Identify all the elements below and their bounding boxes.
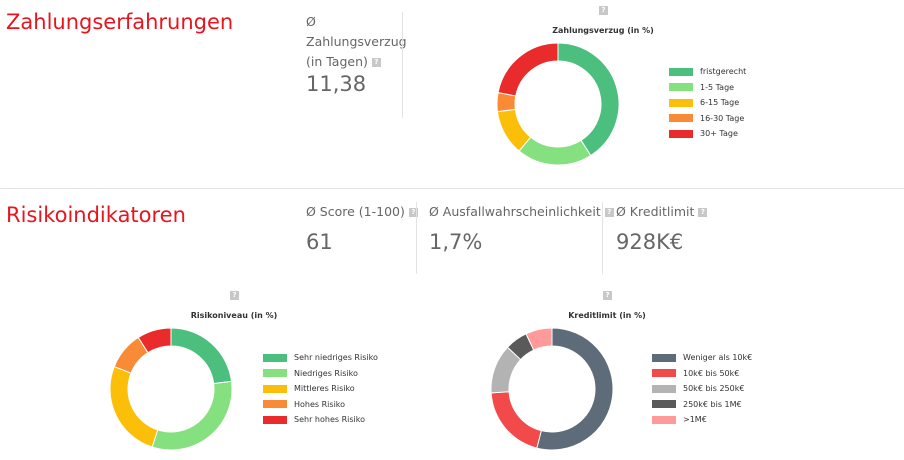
legend-swatch bbox=[263, 369, 287, 378]
kpi-label-payment-delay: Ø Zahlungsverzug (in Tagen)? bbox=[306, 12, 407, 72]
legend-swatch bbox=[669, 129, 693, 138]
legend-swatch bbox=[263, 400, 287, 409]
donut-slice-fristgerecht[interactable] bbox=[557, 42, 620, 157]
legend-item-sehr-niedriges-risiko[interactable]: Sehr niedriges Risiko bbox=[263, 350, 378, 366]
kpi-label-credit-limit: Ø Kreditlimit? bbox=[616, 202, 708, 222]
legend-label: Hohes Risiko bbox=[294, 399, 346, 409]
payment-delay-legend: fristgerecht 1-5 Tage 6-15 Tage 16-30 Tage 3… bbox=[669, 64, 746, 142]
legend-item-1-5-tage[interactable]: 1-5 Tage bbox=[669, 80, 746, 96]
legend-item-niedriges-risiko[interactable]: Niedriges Risiko bbox=[263, 366, 378, 382]
legend-item-10k-bis-50k[interactable]: 10k€ bis 50k€ bbox=[652, 366, 752, 382]
legend-item-50k-bis-250k[interactable]: 50k€ bis 250k€ bbox=[652, 381, 752, 397]
section-title-payment: Zahlungserfahrungen bbox=[6, 10, 234, 34]
donut-slice-30-tage[interactable] bbox=[497, 42, 559, 97]
legend-swatch bbox=[669, 67, 693, 76]
kpi-label-text: Ø Kreditlimit bbox=[616, 204, 695, 219]
legend-item-hohes-risiko[interactable]: Hohes Risiko bbox=[263, 397, 378, 413]
legend-item-30-tage[interactable]: 30+ Tage bbox=[669, 126, 746, 142]
credit-limit-legend: Weniger als 10k€ 10k€ bis 50k€ 50k€ bis 25… bbox=[652, 350, 752, 428]
help-icon[interactable]: ? bbox=[604, 208, 614, 217]
legend-swatch bbox=[652, 369, 676, 378]
chart-title-risk-level: Risikoniveau (in %) bbox=[190, 311, 278, 320]
legend-item-6-15-tage[interactable]: 6-15 Tage bbox=[669, 95, 746, 111]
help-icon[interactable]: ? bbox=[408, 208, 418, 217]
legend-label: 16-30 Tage bbox=[700, 113, 745, 123]
risk-level-legend: Sehr niedriges Risiko Niedriges Risiko Mit… bbox=[263, 350, 378, 428]
help-icon[interactable]: ? bbox=[371, 58, 381, 67]
legend-swatch bbox=[652, 400, 676, 409]
legend-item-1m[interactable]: >1M€ bbox=[652, 412, 752, 428]
kpi-value-default-probability: 1,7% bbox=[429, 230, 483, 254]
legend-swatch bbox=[652, 415, 676, 424]
legend-item-fristgerecht[interactable]: fristgerecht bbox=[669, 64, 746, 80]
divider bbox=[416, 202, 417, 274]
chart-title-payment-delay: Zahlungsverzug (in %) bbox=[552, 26, 654, 35]
legend-label: fristgerecht bbox=[700, 67, 747, 77]
donut-slice-1-5-tage[interactable] bbox=[518, 136, 592, 166]
kpi-value-payment-delay: 11,38 bbox=[306, 72, 367, 96]
legend-swatch bbox=[263, 415, 287, 424]
section-divider bbox=[0, 188, 904, 189]
kpi-label-line: Ø bbox=[306, 14, 316, 29]
kpi-label-default-probability: Ø Ausfallwahrscheinlichkeit? bbox=[429, 202, 614, 222]
legend-label: 50k€ bis 250k€ bbox=[683, 384, 745, 394]
legend-label: Sehr hohes Risiko bbox=[294, 415, 365, 425]
chart-title-credit-limit: Kreditlimit (in %) bbox=[568, 311, 646, 320]
donut-slice-1m[interactable] bbox=[525, 327, 553, 351]
legend-label: 30+ Tage bbox=[700, 129, 738, 139]
legend-label: Niedriges Risiko bbox=[294, 368, 358, 378]
donut-slice-sehr-hohes-risiko[interactable] bbox=[137, 327, 172, 354]
donut-slice-sehr-niedriges-risiko[interactable] bbox=[170, 327, 233, 385]
legend-swatch bbox=[669, 114, 693, 123]
kpi-label-text: Ø Score (1-100) bbox=[306, 204, 405, 219]
legend-swatch bbox=[652, 353, 676, 362]
kpi-label-text: Ø Ausfallwahrscheinlichkeit bbox=[429, 204, 601, 219]
donut-slice-10k-bis-50k[interactable] bbox=[490, 391, 542, 449]
legend-label: Mittleres Risiko bbox=[294, 384, 355, 394]
legend-label: 6-15 Tage bbox=[700, 98, 740, 108]
legend-swatch bbox=[669, 83, 693, 92]
payment-delay-donut-chart bbox=[496, 42, 620, 166]
legend-item-mittleres-risiko[interactable]: Mittleres Risiko bbox=[263, 381, 378, 397]
kpi-label-score: Ø Score (1-100)? bbox=[306, 202, 418, 222]
legend-item-250k-bis-1m[interactable]: 250k€ bis 1M€ bbox=[652, 397, 752, 413]
section-title-risk: Risikoindikatoren bbox=[6, 203, 186, 227]
kpi-label-line: (in Tagen) bbox=[306, 54, 368, 69]
legend-swatch bbox=[669, 98, 693, 107]
donut-slice-weniger-als-10k[interactable] bbox=[536, 327, 614, 451]
credit-limit-donut-chart bbox=[490, 327, 614, 451]
donut-slice-niedriges-risiko[interactable] bbox=[151, 380, 233, 451]
risk-level-donut-chart bbox=[109, 327, 233, 451]
legend-label: 1-5 Tage bbox=[700, 82, 735, 92]
legend-label: Weniger als 10k€ bbox=[683, 353, 753, 363]
legend-label: 250k€ bis 1M€ bbox=[683, 399, 742, 409]
legend-item-sehr-hohes-risiko[interactable]: Sehr hohes Risiko bbox=[263, 412, 378, 428]
kpi-label-line: Zahlungsverzug bbox=[306, 34, 407, 49]
help-icon[interactable]: ? bbox=[698, 208, 708, 217]
legend-swatch bbox=[263, 353, 287, 362]
legend-item-16-30-tage[interactable]: 16-30 Tage bbox=[669, 111, 746, 127]
legend-label: 10k€ bis 50k€ bbox=[683, 368, 740, 378]
kpi-value-credit-limit: 928K€ bbox=[616, 230, 684, 254]
kpi-value-score: 61 bbox=[306, 230, 333, 254]
divider bbox=[602, 202, 603, 274]
legend-label: >1M€ bbox=[683, 415, 707, 425]
legend-swatch bbox=[652, 384, 676, 393]
legend-label: Sehr niedriges Risiko bbox=[294, 353, 378, 363]
donut-slice-mittleres-risiko[interactable] bbox=[109, 365, 159, 448]
help-icon[interactable]: ? bbox=[603, 291, 612, 300]
legend-item-weniger-als-10k[interactable]: Weniger als 10k€ bbox=[652, 350, 752, 366]
legend-swatch bbox=[263, 384, 287, 393]
help-icon[interactable]: ? bbox=[599, 6, 608, 15]
divider bbox=[402, 12, 403, 118]
help-icon[interactable]: ? bbox=[230, 291, 239, 300]
